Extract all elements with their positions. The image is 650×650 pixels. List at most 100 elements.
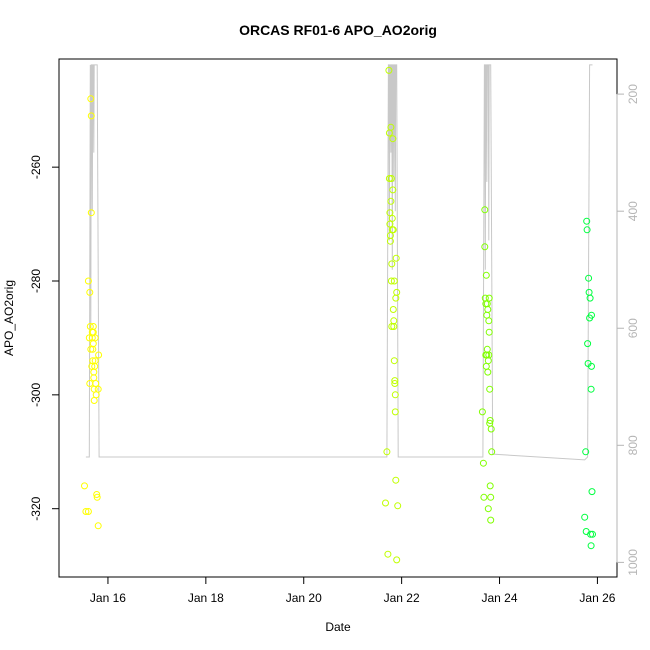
data-point	[390, 317, 398, 325]
y-axis: -320 -300 -280 -260	[29, 155, 60, 521]
y-axis-label: APO_AO2orig	[2, 280, 16, 356]
data-point	[484, 368, 492, 376]
data-point	[87, 209, 95, 217]
data-point	[585, 274, 593, 282]
data-point	[81, 482, 88, 490]
pressure-line	[85, 64, 593, 461]
data-point	[588, 311, 595, 319]
data-point	[478, 408, 486, 416]
data-point	[589, 530, 596, 538]
data-point	[392, 254, 400, 262]
data-point	[584, 340, 592, 348]
y-tick-label: -260	[29, 155, 43, 179]
x-tick-label: Jan 22	[384, 591, 420, 605]
data-point	[588, 362, 595, 370]
data-point	[385, 175, 393, 182]
data-point	[485, 294, 493, 302]
data-point	[392, 476, 400, 484]
right-tick-label: 400	[626, 201, 640, 221]
right-tick-label: 600	[626, 318, 640, 338]
data-point	[383, 448, 391, 456]
x-tick-label: Jan 20	[286, 591, 322, 605]
data-point	[94, 522, 102, 530]
data-point	[390, 277, 398, 285]
right-tick-label: 1000	[626, 549, 640, 576]
y-tick-label: -280	[29, 269, 43, 293]
data-point	[387, 175, 395, 182]
data-point	[92, 380, 100, 387]
data-point	[391, 391, 399, 399]
data-point	[388, 214, 396, 222]
data-point	[90, 374, 98, 382]
data-point	[84, 277, 92, 285]
x-tick-label: Jan 16	[90, 591, 126, 605]
data-point	[389, 306, 397, 313]
data-point	[485, 328, 493, 336]
data-point	[91, 357, 99, 365]
data-point	[483, 311, 491, 319]
data-point	[486, 417, 494, 424]
data-point	[89, 323, 97, 330]
data-point	[479, 459, 487, 467]
x-tick-label: Jan 24	[482, 591, 518, 605]
data-point	[482, 362, 490, 370]
x-tick-label: Jan 26	[579, 591, 615, 605]
data-point	[389, 135, 397, 143]
points-layer	[81, 66, 596, 564]
data-point	[90, 397, 98, 404]
data-point	[84, 508, 92, 515]
data-point	[484, 357, 492, 365]
y-tick-label: -300	[29, 383, 43, 407]
data-point	[386, 209, 394, 217]
data-point	[483, 345, 491, 353]
right-axis: 200 400 600 800 1000	[616, 84, 640, 576]
data-point	[391, 380, 399, 387]
pressure-layer	[85, 64, 593, 461]
data-point	[485, 317, 493, 325]
data-point	[389, 186, 397, 194]
data-point	[386, 220, 394, 228]
data-point	[93, 491, 101, 498]
data-point	[87, 112, 95, 120]
data-point	[387, 277, 395, 285]
data-point	[394, 502, 402, 510]
data-point	[93, 493, 101, 501]
data-point	[388, 260, 396, 268]
chart-title: ORCAS RF01-6 APO_AO2orig	[239, 22, 437, 38]
data-point	[488, 448, 496, 456]
data-point	[582, 448, 590, 456]
data-point	[583, 226, 591, 234]
x-axis-label: Date	[325, 620, 351, 634]
data-point	[382, 499, 389, 507]
data-point	[387, 123, 395, 131]
data-point	[482, 271, 490, 279]
data-point	[487, 425, 495, 433]
data-point	[587, 530, 595, 538]
data-point	[87, 345, 95, 353]
y-tick-label: -320	[29, 496, 43, 520]
data-point	[385, 66, 393, 74]
data-point	[583, 217, 591, 225]
data-point	[487, 493, 495, 501]
data-point	[391, 377, 399, 385]
data-point	[481, 206, 489, 214]
data-point	[480, 493, 488, 501]
data-point	[585, 288, 593, 296]
right-tick-label: 800	[626, 435, 640, 455]
data-point	[391, 408, 399, 416]
data-point	[86, 288, 94, 296]
data-point	[587, 542, 595, 550]
data-point	[581, 513, 589, 521]
data-point	[582, 528, 590, 535]
data-point	[485, 351, 493, 359]
data-point	[393, 556, 401, 564]
data-point	[484, 505, 492, 513]
data-point	[389, 226, 397, 234]
data-point	[82, 508, 90, 515]
data-point	[390, 323, 398, 330]
data-point	[588, 488, 596, 496]
x-tick-label: Jan 18	[188, 591, 224, 605]
data-point	[384, 550, 392, 558]
data-point	[486, 385, 494, 393]
